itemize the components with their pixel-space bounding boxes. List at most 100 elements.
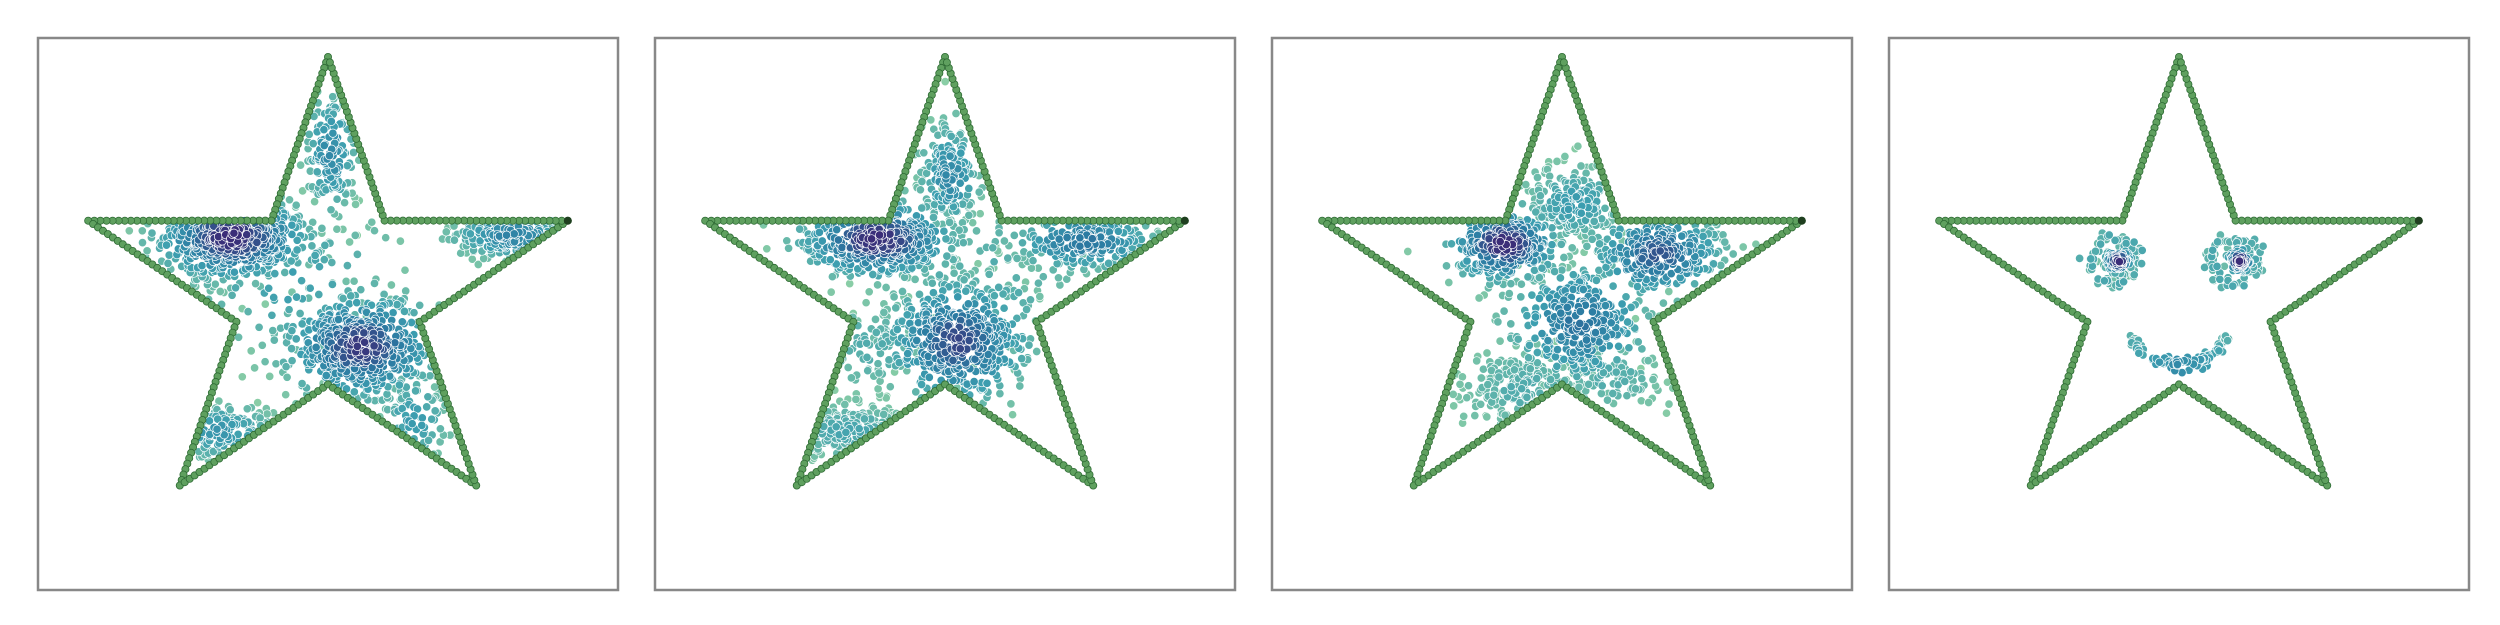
data-point <box>832 225 842 235</box>
data-point <box>427 414 437 424</box>
data-point <box>846 373 856 383</box>
data-point <box>246 346 256 356</box>
data-point <box>215 286 225 297</box>
data-point <box>825 255 835 265</box>
data-point <box>795 224 805 234</box>
data-point <box>877 339 887 349</box>
data-point <box>359 328 369 338</box>
data-point <box>964 210 974 220</box>
data-point <box>345 237 355 247</box>
data-point <box>229 267 239 277</box>
data-point <box>862 338 872 348</box>
data-point <box>1472 356 1482 366</box>
data-point <box>942 251 952 261</box>
data-point <box>1504 289 1514 299</box>
data-point <box>814 227 824 237</box>
data-point <box>268 326 278 336</box>
panel-3 <box>1270 36 1854 592</box>
data-point <box>1022 304 1032 315</box>
data-point <box>1455 379 1465 389</box>
data-point <box>934 270 944 280</box>
data-point <box>435 424 445 434</box>
data-point <box>975 209 985 219</box>
data-point <box>1113 226 1123 236</box>
data-point <box>124 226 134 236</box>
data-point <box>1530 312 1541 322</box>
data-point <box>255 413 265 423</box>
data-point <box>1529 265 1540 275</box>
data-point <box>1489 390 1499 400</box>
data-point <box>161 240 172 250</box>
outline-end-point <box>563 216 572 225</box>
data-point <box>826 287 836 297</box>
data-point <box>147 228 157 238</box>
outline-point <box>325 58 334 67</box>
data-point <box>473 259 483 270</box>
data-point <box>1648 375 1658 385</box>
data-point <box>1606 318 1616 328</box>
data-point <box>873 359 883 369</box>
data-point <box>407 419 417 429</box>
data-point <box>1738 242 1748 252</box>
data-point <box>321 370 331 381</box>
data-point <box>361 347 371 357</box>
data-point <box>227 290 237 300</box>
data-point <box>873 280 883 290</box>
data-point <box>296 160 306 170</box>
data-point <box>1664 286 1674 297</box>
data-point <box>352 298 362 308</box>
data-point <box>1532 347 1542 358</box>
data-point <box>417 420 427 430</box>
data-point <box>1563 204 1574 214</box>
data-point <box>253 398 263 408</box>
data-point <box>254 322 264 332</box>
data-point <box>1643 356 1653 366</box>
data-point <box>250 363 260 373</box>
data-point <box>295 308 305 319</box>
data-point <box>1600 203 1610 213</box>
data-point <box>417 413 427 423</box>
data-point <box>896 236 906 246</box>
data-point <box>292 292 302 302</box>
data-point <box>142 246 152 256</box>
data-point <box>287 344 297 354</box>
data-point <box>1476 373 1486 383</box>
data-point <box>1720 237 1730 247</box>
data-point <box>1075 241 1085 251</box>
data-point <box>861 298 871 308</box>
data-point <box>328 92 338 102</box>
data-point <box>320 240 330 250</box>
data-point <box>989 257 999 267</box>
data-point <box>243 307 253 317</box>
data-point <box>1644 397 1654 408</box>
data-point <box>269 292 279 303</box>
data-point <box>369 226 380 236</box>
data-point <box>319 125 329 135</box>
data-point <box>1622 391 1632 401</box>
data-point <box>287 326 297 336</box>
data-point <box>326 116 336 126</box>
data-point <box>831 422 841 432</box>
data-point <box>292 235 302 245</box>
data-point <box>941 170 951 180</box>
data-point <box>310 197 320 207</box>
data-point <box>949 268 959 278</box>
data-point <box>913 318 923 328</box>
data-point <box>1608 239 1618 249</box>
data-point <box>288 267 298 277</box>
data-point <box>379 289 389 299</box>
data-point <box>1552 156 1562 166</box>
data-point <box>284 195 295 205</box>
data-point <box>1476 399 1486 409</box>
data-point <box>953 292 963 302</box>
data-point <box>1441 261 1452 271</box>
data-point <box>1611 367 1621 377</box>
data-point <box>1608 281 1618 291</box>
data-point <box>1522 311 1532 321</box>
data-point <box>269 335 279 345</box>
data-point <box>867 234 877 244</box>
data-point <box>423 392 433 402</box>
data-point <box>833 235 843 245</box>
data-point <box>1556 239 1566 249</box>
data-point <box>388 308 398 318</box>
